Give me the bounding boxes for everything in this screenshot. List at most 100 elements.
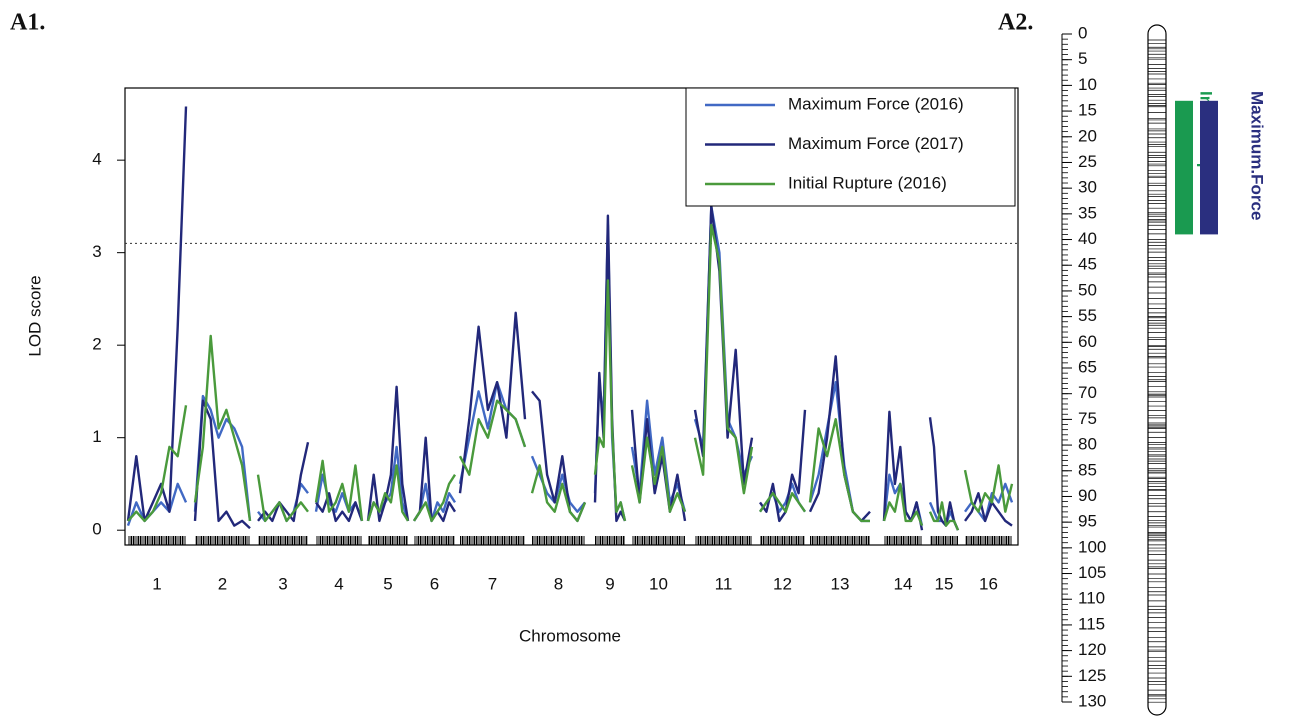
lod-line [458,399,527,476]
lod-line [193,399,251,530]
marker-rug [595,536,625,545]
lod-line [315,492,364,523]
marker-rug [930,536,958,545]
x-tick-label: 1 [152,574,161,593]
lod-line [630,436,687,513]
x-tick-label: 2 [218,574,227,593]
x-tick-label: 6 [430,574,439,593]
legend-label: Maximum Force (2017) [788,134,964,153]
y-tick-label: 0 [92,520,101,539]
y-tick-label: 25 [1078,152,1097,171]
x-tick-label: 8 [554,574,563,593]
x-tick-label: 13 [831,574,850,593]
y-tick-label: 115 [1078,614,1105,633]
qtl-interval [1175,100,1193,235]
marker-rug [760,536,805,545]
x-tick-label: 16 [979,574,998,593]
lod-line [693,223,754,495]
legend-label: Maximum Force (2016) [788,94,964,113]
y-tick-label: 15 [1078,101,1097,120]
marker-rug [884,536,922,545]
lod-line [193,394,252,522]
interval-label: Maximum.Force [1248,91,1267,220]
lod-line [759,409,807,523]
lod-line [808,355,871,523]
lod-line [126,106,188,523]
lod-line [127,405,188,523]
chromosome-bar [1147,24,1167,716]
lod-line [759,492,806,513]
marker-rug [414,536,455,545]
x-tick-label: 11 [715,574,733,593]
y-tick-label: 50 [1078,280,1097,299]
y-tick-label: 120 [1078,640,1106,659]
lod-line [257,442,310,523]
legend-box [685,87,1016,207]
x-tick-label: 3 [278,574,287,593]
lod-line [314,459,364,522]
legend-label: Initial Rupture (2016) [788,173,947,192]
y-tick-label: 75 [1078,409,1097,428]
lod-line [808,418,870,523]
y-tick-label: 95 [1078,512,1097,531]
lod-line [193,334,252,522]
x-tick-label: 5 [383,574,392,593]
marker-rug [965,536,1012,545]
x-tick-label: 14 [894,574,913,593]
y-tick-label: 125 [1078,666,1106,685]
marker-rug [316,536,362,545]
marker-rug [632,536,685,545]
marker-rug [532,536,585,545]
lod-line [593,279,627,522]
lod-line [458,311,527,494]
lod-line [882,482,924,527]
y-tick-label: 105 [1078,563,1106,582]
lod-line [366,385,410,523]
y-tick-label: 30 [1078,178,1097,197]
y-tick-label: 3 [92,242,101,261]
lod-line [314,473,364,522]
lod-line [964,492,1013,527]
y-tick-label: 10 [1078,75,1097,94]
y-tick-label: 55 [1078,306,1097,325]
y-tick-label: 40 [1078,229,1097,248]
x-tick-label: 12 [773,574,792,593]
x-tick-label: 9 [605,574,614,593]
y-tick-label: 70 [1078,383,1097,402]
lod-line [963,464,1014,513]
marker-rug [128,536,186,545]
y-tick-label: 65 [1078,357,1097,376]
lod-line [928,501,960,531]
lod-line [412,474,457,523]
lod-line [256,474,309,523]
x-tick-label: 15 [935,574,954,593]
marker-rug [195,536,250,545]
y-tick-label: 110 [1078,589,1105,608]
marker-rug [460,536,525,545]
y-tick-label: 4 [92,150,101,169]
marker-rug [695,536,752,545]
panel-label: A2. [998,10,1033,36]
panel-label: A1. [10,10,45,36]
y-tick-label: 45 [1078,255,1097,274]
y-tick-label: 85 [1078,460,1097,479]
y-tick-label: 130 [1078,691,1106,710]
y-tick-label: 90 [1078,486,1097,505]
y-tick-label: 80 [1078,435,1097,454]
marker-rug [810,536,870,545]
qtl-interval [1200,100,1218,235]
y-tick-label: 20 [1078,126,1097,145]
marker-rug [368,536,408,545]
y-tick-label: 1 [92,427,101,446]
y-tick-label: 35 [1078,203,1097,222]
x-axis-label: Chromosome [519,626,621,645]
y-axis-label: LOD score [25,275,44,356]
lod-line [126,482,188,527]
y-tick-label: 60 [1078,332,1097,351]
lod-line [530,464,587,523]
lod-line [530,455,586,513]
lod-line [366,464,410,522]
y-tick-label: 5 [1078,49,1087,68]
marker-rug [258,536,308,545]
